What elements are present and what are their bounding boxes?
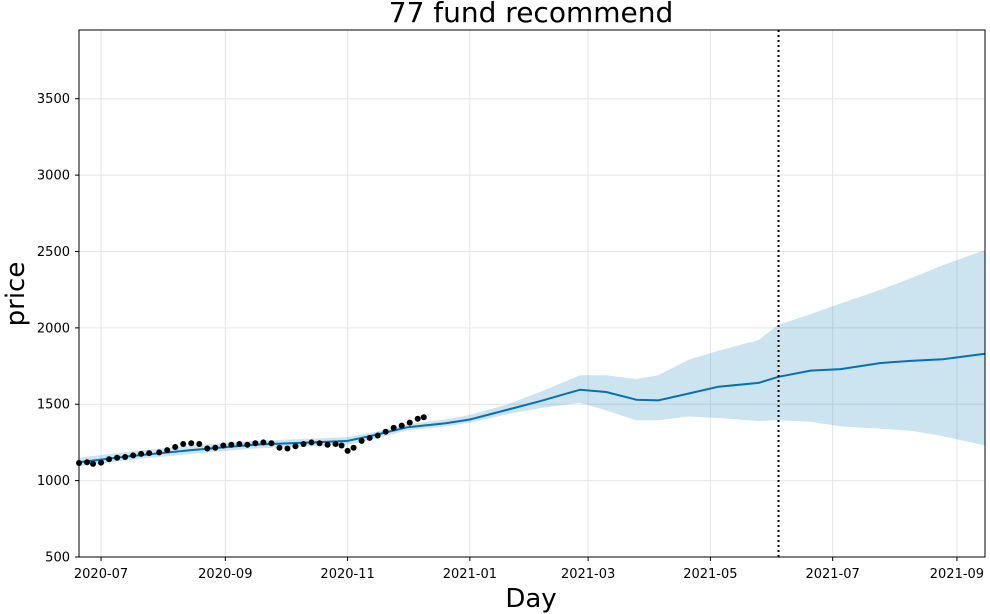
observed-point [338,442,345,449]
y-tick-label: 2500 [37,245,70,260]
observed-point [236,440,243,447]
y-tick-label: 2000 [37,321,70,336]
observed-point [292,443,299,450]
uncertainty-band [79,250,985,467]
observed-point [358,437,365,444]
observed-point [212,444,219,451]
y-tick-label: 1000 [37,474,70,489]
observed-point [114,454,121,461]
observed-point [244,441,251,448]
observed-point [156,449,163,456]
observed-point [260,439,267,446]
y-axis-ticks: 500 1000 1500 2000 2500 3000 3500 [37,92,79,566]
observed-point [366,434,373,441]
observed-point [324,441,331,448]
y-tick-label: 1500 [37,398,70,413]
observed-point [276,444,283,451]
observed-point [84,459,91,466]
observed-point [228,441,235,448]
y-axis-label: price [1,262,31,327]
observed-point [204,445,211,452]
x-tick-label: 2020-07 [74,567,128,582]
x-tick-label: 2020-11 [320,567,374,582]
x-tick-label: 2021-07 [805,567,859,582]
x-axis-ticks: 2020-07 2020-09 2020-11 2021-01 2021-03 2021-… [74,557,984,582]
observed-point [268,440,275,447]
observed-point [130,452,137,459]
observed-point [390,424,397,431]
x-tick-label: 2020-09 [198,567,252,582]
x-tick-label: 2021-01 [443,567,497,582]
observed-points [76,414,427,467]
observed-point [316,440,323,447]
observed-point [220,442,227,449]
observed-point [382,428,389,435]
y-tick-label: 3000 [37,169,70,184]
observed-point [308,439,315,446]
observed-point [90,460,97,467]
observed-point [398,422,405,429]
observed-point [406,419,413,426]
x-tick-label: 2021-09 [930,567,984,582]
observed-point [164,447,171,454]
x-tick-label: 2021-03 [561,567,615,582]
observed-point [252,440,259,447]
x-tick-label: 2021-05 [683,567,737,582]
observed-point [146,450,153,457]
plot-frame [78,29,986,558]
observed-point [284,445,291,452]
observed-point [374,432,381,439]
observed-point [300,440,307,447]
chart-title: 77 fund recommend [389,0,674,29]
x-axis-label: Day [505,584,556,614]
observed-point [188,440,195,447]
grid-lines [79,30,985,558]
observed-point [138,450,145,457]
observed-point [344,447,351,454]
observed-point [98,459,105,466]
observed-point [414,415,421,422]
y-tick-label: 500 [45,551,70,566]
observed-point [196,440,203,447]
observed-point [172,444,179,451]
observed-point [332,440,339,447]
observed-point [106,456,113,463]
observed-point [180,440,187,447]
observed-point [350,444,357,451]
observed-point [420,414,427,421]
y-tick-label: 3500 [37,92,70,107]
observed-point [122,453,129,460]
